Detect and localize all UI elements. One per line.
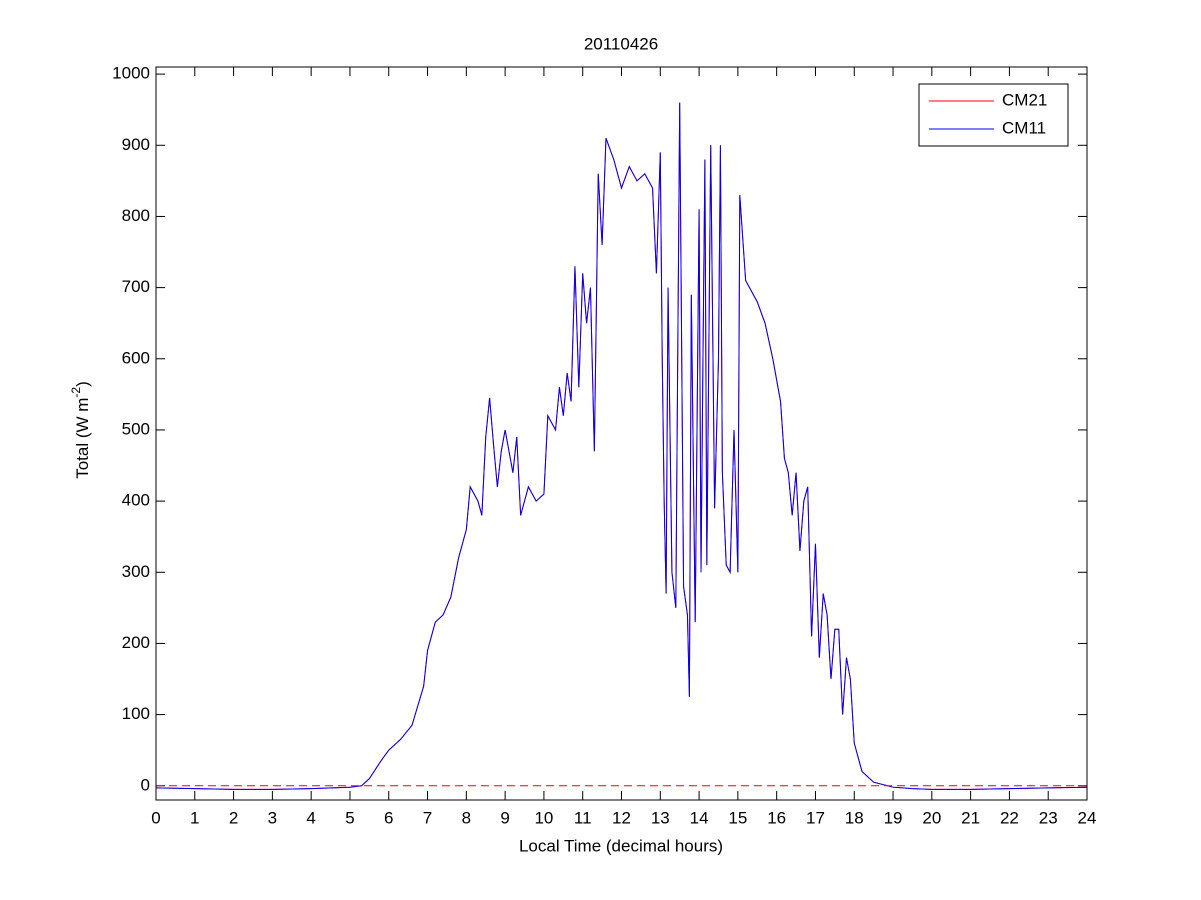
x-tick-label: 8 <box>462 808 471 827</box>
y-tick-label: 500 <box>122 419 150 438</box>
x-tick-label: 15 <box>728 808 747 827</box>
y-tick-label: 600 <box>122 348 150 367</box>
legend-label: CM21 <box>1002 90 1047 109</box>
legend-label: CM11 <box>1002 118 1046 137</box>
x-tick-label: 16 <box>767 808 786 827</box>
x-tick-label: 24 <box>1078 808 1097 827</box>
y-label-sup: -2 <box>69 387 83 398</box>
x-tick-label: 6 <box>384 808 393 827</box>
y-tick-label: 300 <box>122 562 150 581</box>
y-tick-label: 400 <box>122 491 150 510</box>
x-tick-label: 19 <box>884 808 903 827</box>
y-tick-label: 200 <box>122 633 150 652</box>
y-axis-label: Total (W m-2) <box>69 381 92 479</box>
x-tick-label: 21 <box>961 808 980 827</box>
x-tick-label: 14 <box>690 808 709 827</box>
x-tick-label: 0 <box>151 808 160 827</box>
x-tick-label: 9 <box>500 808 509 827</box>
x-tick-label: 7 <box>423 808 432 827</box>
x-tick-label: 11 <box>574 808 592 827</box>
y-tick-label: 900 <box>122 135 150 154</box>
data-line <box>155 102 1088 790</box>
y-tick-label: 100 <box>122 704 150 723</box>
x-tick-label: 23 <box>1039 808 1058 827</box>
x-tick-label: 4 <box>306 808 315 827</box>
x-tick-label: 3 <box>268 808 277 827</box>
x-tick-label: 10 <box>534 808 553 827</box>
y-tick-label: 0 <box>141 775 150 794</box>
x-tick-label: 12 <box>612 808 631 827</box>
legend-box <box>918 83 1069 147</box>
chart-title: 20110426 <box>584 34 658 53</box>
y-tick-label: 700 <box>122 277 150 296</box>
x-tick-label: 13 <box>651 808 670 827</box>
x-axis-label: Local Time (decimal hours) <box>519 836 723 855</box>
x-tick-label: 20 <box>922 808 941 827</box>
y-label-text: Total (W m <box>73 398 92 479</box>
y-tick-label: 1000 <box>112 64 150 83</box>
x-tick-label: 17 <box>806 808 825 827</box>
x-tick-label: 5 <box>345 808 354 827</box>
x-tick-label: 18 <box>845 808 864 827</box>
y-label-suffix: ) <box>73 381 92 387</box>
x-tick-label: 2 <box>229 808 238 827</box>
x-tick-label: 22 <box>1000 808 1019 827</box>
plot-frame <box>155 66 1088 801</box>
x-tick-label: 1 <box>190 808 199 827</box>
y-tick-label: 800 <box>122 206 150 225</box>
